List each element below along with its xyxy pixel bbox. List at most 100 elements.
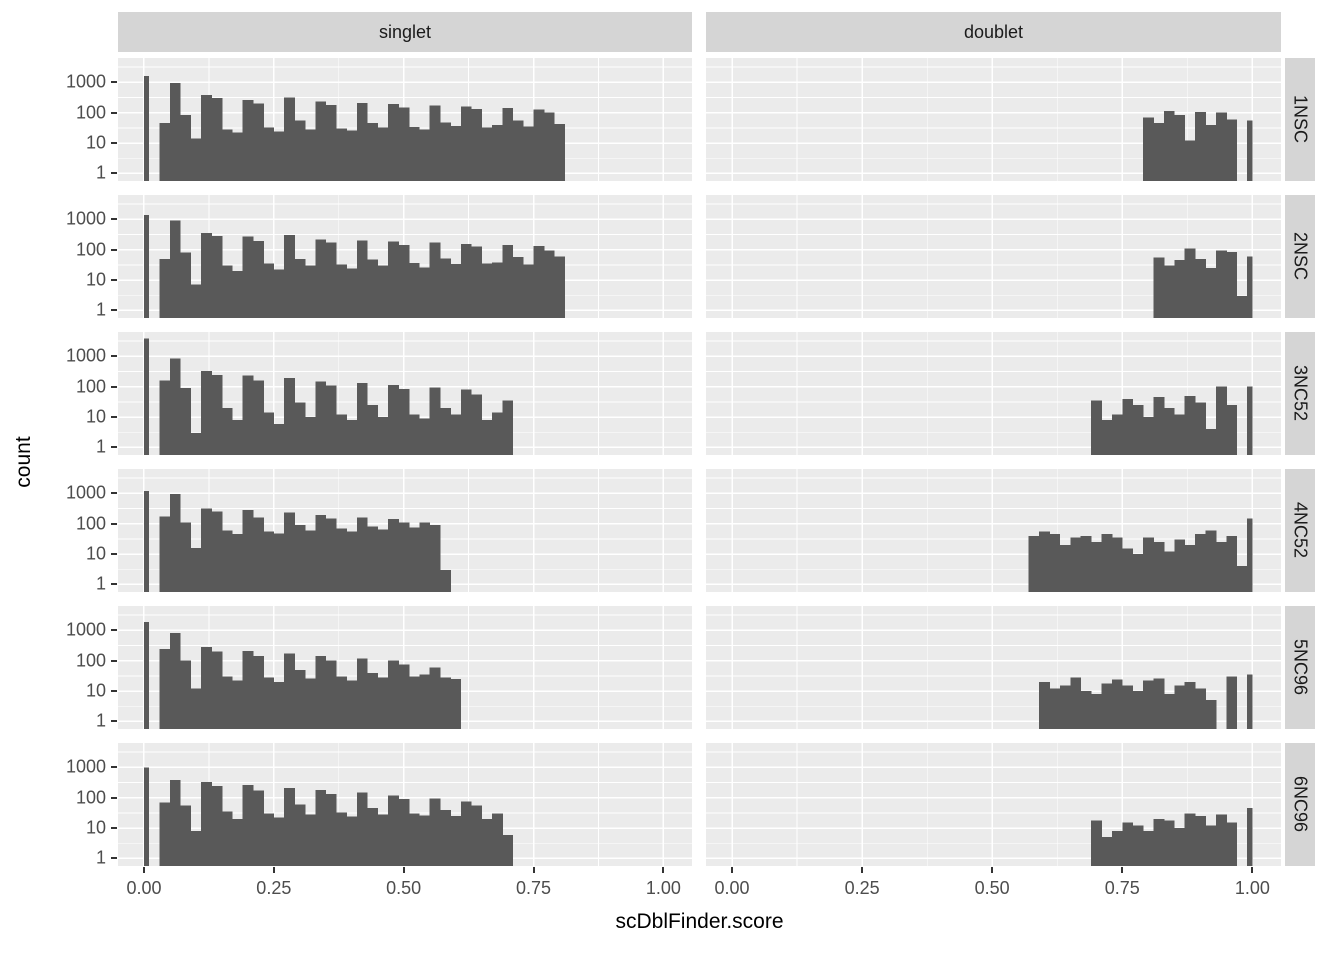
histogram-bar (1226, 822, 1238, 866)
histogram-bar (263, 127, 275, 181)
y-axis-tick (111, 385, 117, 388)
zero-score-bar (143, 338, 150, 455)
y-axis-tick (111, 553, 117, 556)
histogram-bar (253, 380, 264, 455)
histogram-bar (294, 402, 306, 455)
histogram-bar (1143, 680, 1154, 729)
histogram-bar (263, 677, 275, 729)
histogram-bar (502, 400, 514, 455)
histogram-bar (284, 512, 296, 592)
one-score-bar (1247, 518, 1253, 592)
panel-1NSC-singlet (118, 58, 692, 181)
histogram-bar (221, 811, 233, 866)
histogram-bar (1039, 531, 1050, 592)
zero-score-bar (143, 621, 150, 729)
histogram-bar (419, 815, 431, 866)
y-axis-tick (111, 492, 117, 495)
y-axis-tick (111, 827, 117, 830)
histogram-bar (1080, 691, 1092, 729)
histogram-bar (1205, 429, 1217, 455)
histogram-bar (242, 785, 254, 866)
histogram-bar (1091, 400, 1102, 455)
histogram-bar (1215, 250, 1227, 318)
zero-score-bar (143, 214, 150, 318)
y-tick-label: 1000 (65, 756, 106, 777)
histogram-bar (1163, 407, 1175, 455)
x-tick-label: 1.00 (645, 878, 681, 898)
zero-score-bar (143, 767, 150, 866)
y-axis-tick (111, 172, 117, 175)
histogram-bar (1215, 541, 1227, 592)
y-axis-tick (111, 796, 117, 799)
panel-4NC52-doublet (706, 469, 1281, 592)
histogram-bar (502, 245, 514, 318)
y-tick-label: 100 (75, 102, 106, 123)
x-tick-label: 0.75 (1104, 878, 1140, 898)
histogram-bar (284, 235, 296, 318)
x-axis-tick (142, 867, 145, 873)
facet-column-label: doublet (963, 21, 1024, 42)
histogram-bar (450, 678, 462, 729)
histogram-bar (336, 128, 347, 181)
panel-2NSC-singlet (118, 195, 692, 318)
histogram-bar (336, 812, 347, 866)
histogram-bar (1184, 681, 1196, 729)
histogram-bar (1174, 828, 1186, 866)
histogram-bar (367, 672, 379, 729)
histogram-bar (1153, 123, 1165, 181)
facet-row-strip-6NC96: 6NC96 (1285, 743, 1315, 866)
histogram-bar (336, 528, 347, 592)
histogram-bar (325, 518, 337, 592)
histogram-bar (398, 799, 410, 866)
histogram-bar (1122, 398, 1134, 455)
histogram-bar (180, 660, 192, 729)
y-tick-label: 1000 (65, 345, 106, 366)
panel-4NC52-singlet (118, 469, 692, 592)
facet-column-label: singlet (378, 21, 432, 42)
histogram-bar (253, 656, 264, 729)
y-tick-label: 100 (75, 376, 106, 397)
histogram-bar (305, 265, 316, 318)
histogram-bar (336, 264, 347, 318)
x-axis-tick (532, 867, 535, 873)
histogram-bar (315, 515, 327, 592)
histogram-bar (315, 101, 327, 181)
histogram-bar (1111, 830, 1123, 866)
histogram-bar (346, 130, 358, 181)
one-score-bar (1247, 386, 1253, 455)
histogram-bar (346, 419, 358, 455)
y-axis-tick (111, 659, 117, 662)
histogram-bar (221, 676, 233, 729)
histogram-bar (398, 664, 410, 729)
histogram-bar (356, 383, 368, 455)
histogram-bar (315, 381, 327, 455)
panel-6NC96-doublet (706, 743, 1281, 866)
histogram-bar (305, 678, 316, 729)
histogram-bar (242, 510, 254, 592)
histogram-bar (284, 97, 296, 181)
y-axis-tick (111, 766, 117, 769)
histogram-bar (502, 107, 514, 181)
histogram-bar (1091, 541, 1102, 592)
histogram-bar (512, 256, 524, 318)
y-tick-label: 10 (85, 817, 106, 838)
histogram-bar (440, 407, 451, 455)
histogram-bar (492, 262, 503, 318)
one-score-bar (1247, 674, 1253, 729)
histogram-bar (232, 132, 244, 181)
histogram-bar (460, 106, 472, 181)
histogram-bar (315, 656, 327, 729)
y-tick-label: 100 (75, 787, 106, 808)
histogram-bar (512, 120, 524, 181)
y-axis-tick (111, 522, 117, 525)
histogram-bar (1143, 537, 1154, 592)
histogram-bar (1132, 554, 1144, 592)
histogram-bar (180, 805, 192, 866)
histogram-bar (190, 688, 202, 729)
histogram-bar (377, 417, 389, 455)
histogram-bar (1049, 534, 1061, 592)
histogram-bar (1163, 551, 1175, 592)
histogram-bar (481, 263, 493, 318)
histogram-bar (523, 126, 534, 181)
